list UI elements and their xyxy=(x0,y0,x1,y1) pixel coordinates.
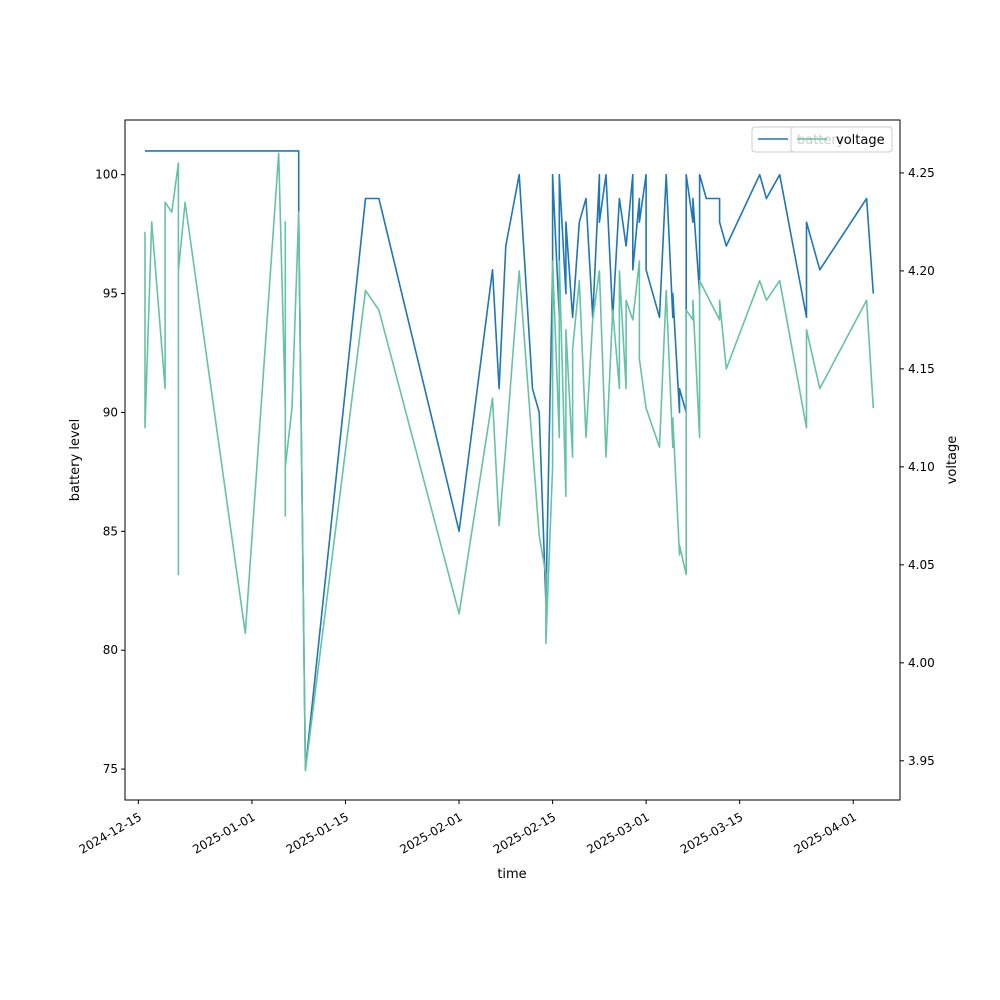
y-tick-label: 95 xyxy=(103,287,118,301)
y2-tick-label: 4.10 xyxy=(908,460,935,474)
series-line-battery xyxy=(145,150,875,770)
y2-tick-label: 4.20 xyxy=(908,264,935,278)
series-line-voltage xyxy=(144,152,875,772)
legend: batteryvoltage xyxy=(751,126,893,153)
y2-tick-label: 4.15 xyxy=(908,362,935,376)
y2-tick-label: 4.00 xyxy=(908,656,935,670)
legend-label-voltage: voltage xyxy=(836,133,885,148)
legend-box-voltage xyxy=(790,126,893,153)
y-tick-label: 100 xyxy=(95,168,118,182)
y2-axis-label: voltage xyxy=(945,436,960,485)
y-tick-label: 80 xyxy=(103,643,118,657)
series-layer xyxy=(144,150,875,772)
y-tick-label: 90 xyxy=(103,405,118,419)
y2-tick-label: 3.95 xyxy=(908,754,935,768)
y2-tick-label: 4.25 xyxy=(908,166,935,180)
plot-frame xyxy=(124,119,901,801)
y-tick-label: 85 xyxy=(103,524,118,538)
y2-axis-ticks: 3.95 4.00 4.05 4.10 4.15 4.20 4.25 xyxy=(900,166,935,768)
y-axis-ticks: 75 80 85 90 95 100 xyxy=(95,168,125,776)
y-axis-label: battery level xyxy=(68,419,83,502)
y2-tick-label: 4.05 xyxy=(908,558,935,572)
x-axis-label: time xyxy=(497,867,526,882)
y-tick-label: 75 xyxy=(103,762,118,776)
